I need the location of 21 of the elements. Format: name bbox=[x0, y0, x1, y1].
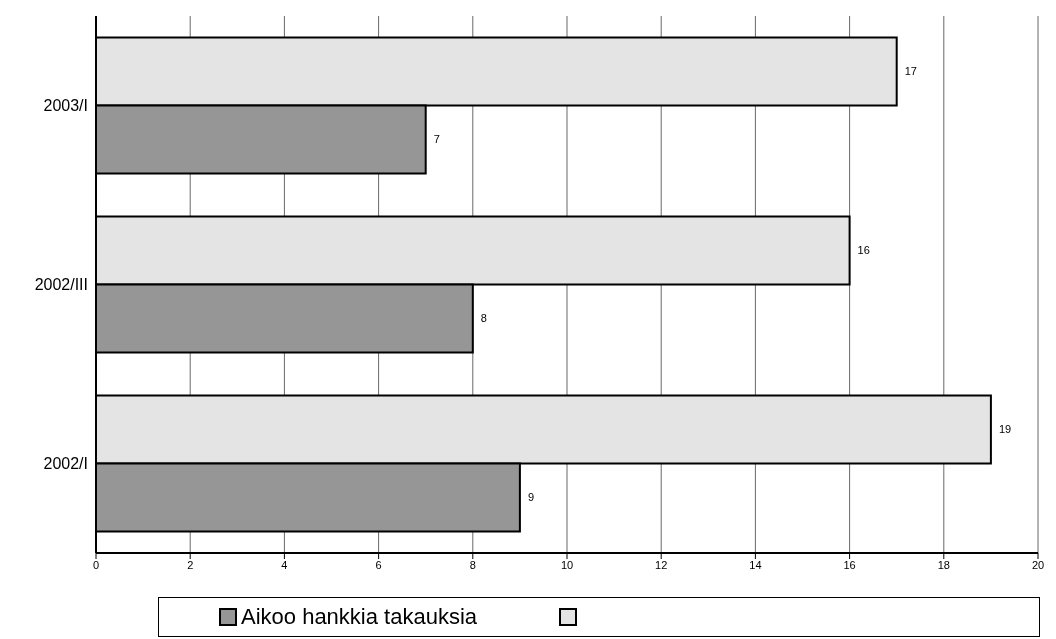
y-tick-label: 2003/I bbox=[43, 97, 88, 115]
data-label: 7 bbox=[433, 133, 440, 146]
data-label: 16 bbox=[857, 244, 870, 257]
x-tick-label: 6 bbox=[375, 558, 382, 571]
data-label: 19 bbox=[998, 423, 1012, 436]
x-tick-label: 8 bbox=[469, 558, 476, 571]
data-label: 9 bbox=[527, 491, 535, 504]
data-label: 8 bbox=[480, 312, 487, 325]
x-tick-label: 20 bbox=[1031, 558, 1045, 571]
x-tick-label: 12 bbox=[655, 558, 668, 571]
y-tick-label: 2002/I bbox=[43, 455, 88, 473]
y-tick-label: 2002/III bbox=[34, 276, 88, 294]
x-tick-label: 0 bbox=[92, 558, 100, 571]
legend-label: Aikoo hankkia takauksia bbox=[241, 604, 478, 630]
x-tick-label: 2 bbox=[187, 558, 194, 571]
data-label: 17 bbox=[904, 65, 917, 78]
x-tick-label: 10 bbox=[560, 558, 574, 571]
x-tick-label: 16 bbox=[843, 558, 856, 571]
x-tick-label: 14 bbox=[749, 558, 762, 571]
x-tick-label: 18 bbox=[937, 558, 950, 571]
x-tick-label: 4 bbox=[281, 558, 288, 571]
